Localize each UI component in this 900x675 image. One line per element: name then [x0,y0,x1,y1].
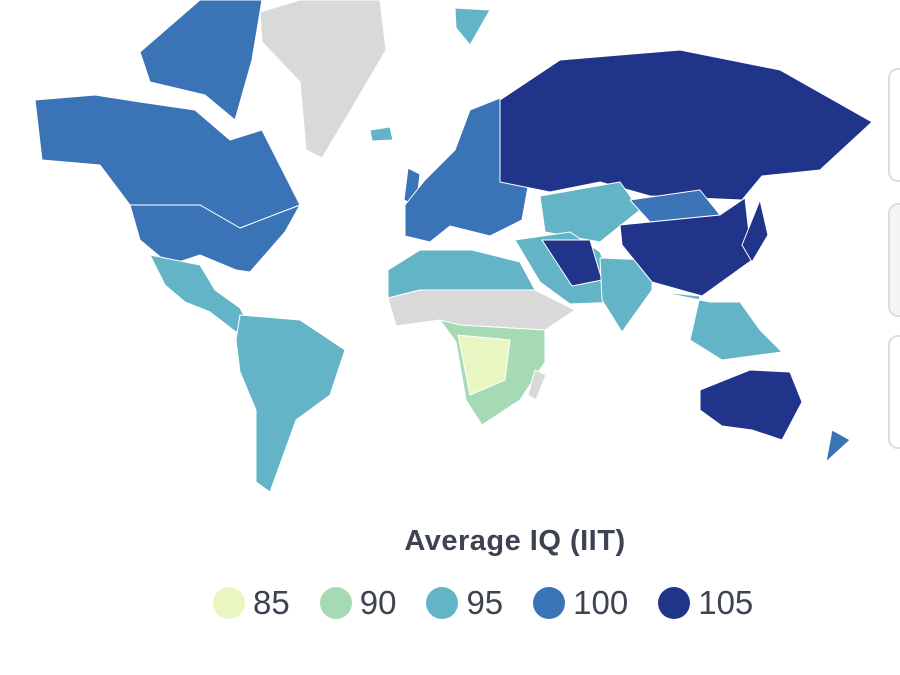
legend: 85 90 95 100 105 [213,584,783,622]
legend-item[interactable]: 100 [533,584,628,622]
region-south-america[interactable] [235,314,346,493]
region-new-zealand[interactable] [825,429,851,463]
region-sahel[interactable] [387,289,576,331]
legend-item[interactable]: 105 [658,584,753,622]
region-central-africa[interactable] [457,334,511,396]
legend-swatch [426,587,459,619]
region-russia[interactable] [499,49,873,201]
region-svalbard[interactable] [454,7,491,46]
region-japan[interactable] [741,199,769,263]
world-choropleth-map[interactable] [0,0,900,510]
legend-title: Average IQ (IIT) [404,525,626,557]
legend-swatch [213,587,245,619]
legend-item[interactable]: 95 [426,584,503,622]
region-southeast-asia[interactable] [659,291,783,361]
legend-swatch [533,587,566,619]
map-control-button[interactable] [888,203,900,317]
legend-swatch [319,587,352,619]
legend-item[interactable]: 90 [319,584,397,622]
region-canada-arctic[interactable] [139,0,263,121]
region-iceland[interactable] [369,126,394,142]
map-control-button[interactable] [888,68,900,182]
legend-label: 95 [466,584,504,621]
region-greenland[interactable] [259,0,387,159]
legend-label: 90 [359,584,397,621]
legend-label: 100 [573,584,629,621]
map-control-button[interactable] [888,335,900,449]
legend-swatch [658,587,691,619]
region-madagascar[interactable] [527,369,547,401]
legend-label: 105 [698,584,754,621]
region-australia[interactable] [699,369,803,441]
legend-item[interactable]: 85 [213,584,290,622]
legend-label: 85 [253,584,290,621]
